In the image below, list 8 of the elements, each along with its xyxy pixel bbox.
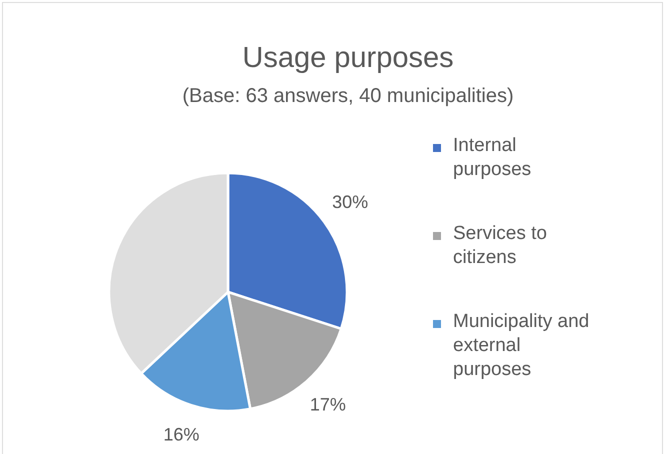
legend-label: Internal purposes	[453, 135, 532, 180]
data-label: 17%	[310, 394, 346, 414]
legend-label: Services to citizens	[453, 223, 547, 268]
legend-label: Municipality and external purposes	[453, 311, 590, 380]
chart-subtitle: (Base: 63 answers, 40 municipalities)	[182, 85, 514, 107]
chart-title: Usage purposes	[242, 42, 454, 74]
data-label: 30%	[332, 192, 368, 212]
data-label: 16%	[163, 424, 200, 445]
